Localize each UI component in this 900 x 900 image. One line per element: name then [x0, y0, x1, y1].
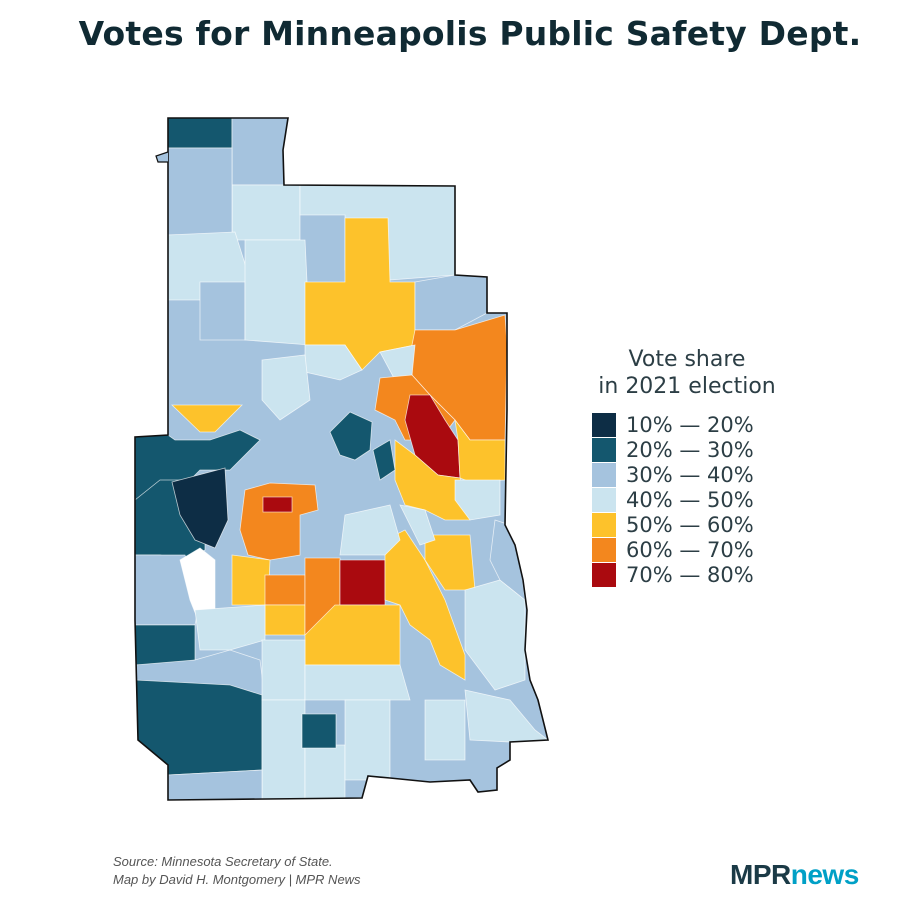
legend-item: 50% — 60%: [592, 512, 782, 537]
precinct-10-20: [171, 467, 229, 549]
source-credit: Source: Minnesota Secretary of State. Ma…: [113, 853, 361, 889]
legend-label: 20% — 30%: [626, 437, 754, 462]
legend-item: 10% — 20%: [592, 412, 782, 437]
legend-swatch: [592, 412, 616, 437]
precinct-30-40: [167, 118, 233, 149]
legend-label: 40% — 50%: [626, 487, 754, 512]
precinct-30-40: [231, 118, 289, 186]
precinct-50-60: [231, 554, 271, 606]
precinct-40-50: [261, 354, 311, 421]
legend-label: 70% — 80%: [626, 562, 754, 587]
legend-swatch: [592, 437, 616, 462]
precinct-40-50: [399, 504, 436, 546]
legend-item: 40% — 50%: [592, 487, 782, 512]
precinct-40-50: [304, 744, 346, 800]
legend-item: 30% — 40%: [592, 462, 782, 487]
precinct-50-60: [424, 534, 476, 591]
precinct-30-40: [167, 147, 233, 236]
legend-label: 60% — 70%: [626, 537, 754, 562]
precinct-60-70: [264, 574, 306, 606]
precinct-50-60: [304, 217, 416, 371]
legend-swatch: [592, 537, 616, 562]
precinct-20-30: [372, 439, 396, 481]
precinct-60-70: [239, 482, 319, 561]
legend-label: 50% — 60%: [626, 512, 754, 537]
legend-title-line2: in 2021 election: [598, 374, 776, 399]
precinct-30-40: [167, 769, 263, 800]
legend-item: 70% — 80%: [592, 562, 782, 587]
precinct-20-30: [135, 679, 263, 776]
precinct-30-40: [199, 281, 246, 341]
precinct-20-30: [301, 713, 337, 749]
precinct-40-50: [194, 604, 266, 651]
mpr-news-logo: MPRnews: [730, 858, 859, 892]
precinct-70-80: [262, 496, 293, 513]
precinct-70-80: [339, 559, 386, 606]
precinct-40-50: [454, 479, 501, 521]
legend-swatch: [592, 462, 616, 487]
precinct-40-50: [244, 239, 311, 346]
legend-swatch: [592, 512, 616, 537]
map-legend: Vote share in 2021 election 10% — 20% 20%…: [592, 346, 782, 587]
precinct-40-50: [344, 699, 391, 781]
precinct-20-30: [329, 411, 373, 461]
precinct-40-50: [339, 504, 401, 556]
precinct-40-50: [261, 699, 306, 800]
logo-mpr: MPR: [730, 859, 791, 890]
legend-items: 10% — 20% 20% — 30% 30% — 40% 40% — 50% 50% …: [592, 412, 782, 587]
source-line: Source: Minnesota Secretary of State.: [113, 854, 333, 869]
precinct-20-30: [135, 624, 196, 666]
legend-title: Vote share in 2021 election: [592, 346, 782, 400]
map-title: Votes for Minneapolis Public Safety Dept…: [78, 14, 862, 53]
precinct-40-50: [231, 184, 301, 241]
precinct-40-50: [424, 699, 466, 761]
precinct-50-60: [384, 529, 466, 681]
legend-swatch: [592, 562, 616, 587]
logo-news: news: [790, 859, 860, 890]
precinct-50-60: [264, 604, 306, 636]
precinct-40-50: [464, 689, 548, 743]
precinct-40-50: [261, 639, 306, 701]
legend-title-line1: Vote share: [628, 347, 746, 372]
legend-label: 30% — 40%: [626, 462, 754, 487]
city-boundary-notch: [155, 151, 169, 163]
precinct-40-50: [304, 664, 411, 701]
precinct-50-60: [171, 404, 243, 433]
legend-label: 10% — 20%: [626, 412, 754, 437]
legend-item: 60% — 70%: [592, 537, 782, 562]
legend-item: 20% — 30%: [592, 437, 782, 462]
legend-swatch: [592, 487, 616, 512]
credit-line: Map by David H. Montgomery | MPR News: [113, 872, 361, 887]
